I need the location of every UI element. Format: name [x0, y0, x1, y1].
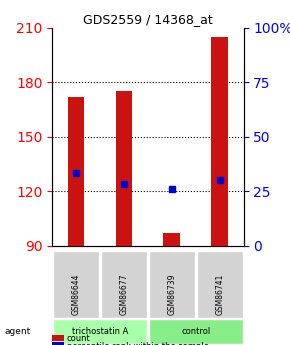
FancyBboxPatch shape: [53, 319, 147, 344]
Text: count: count: [67, 334, 90, 343]
Text: GSM86739: GSM86739: [167, 274, 176, 315]
Bar: [164, 233, 180, 246]
Text: agent: agent: [4, 327, 31, 336]
FancyBboxPatch shape: [197, 251, 243, 318]
FancyBboxPatch shape: [149, 319, 243, 344]
Text: GSM86644: GSM86644: [72, 274, 81, 315]
FancyBboxPatch shape: [53, 251, 99, 318]
Text: trichostatin A: trichostatin A: [72, 327, 128, 336]
FancyBboxPatch shape: [101, 251, 147, 318]
Text: GSM86677: GSM86677: [119, 274, 128, 315]
Bar: [116, 91, 132, 246]
Bar: [211, 37, 228, 246]
Text: GSM86741: GSM86741: [215, 274, 224, 315]
Bar: [68, 97, 84, 246]
Text: control: control: [181, 327, 210, 336]
Text: percentile rank within the sample: percentile rank within the sample: [67, 342, 209, 345]
FancyBboxPatch shape: [149, 251, 195, 318]
Title: GDS2559 / 14368_at: GDS2559 / 14368_at: [83, 13, 213, 27]
